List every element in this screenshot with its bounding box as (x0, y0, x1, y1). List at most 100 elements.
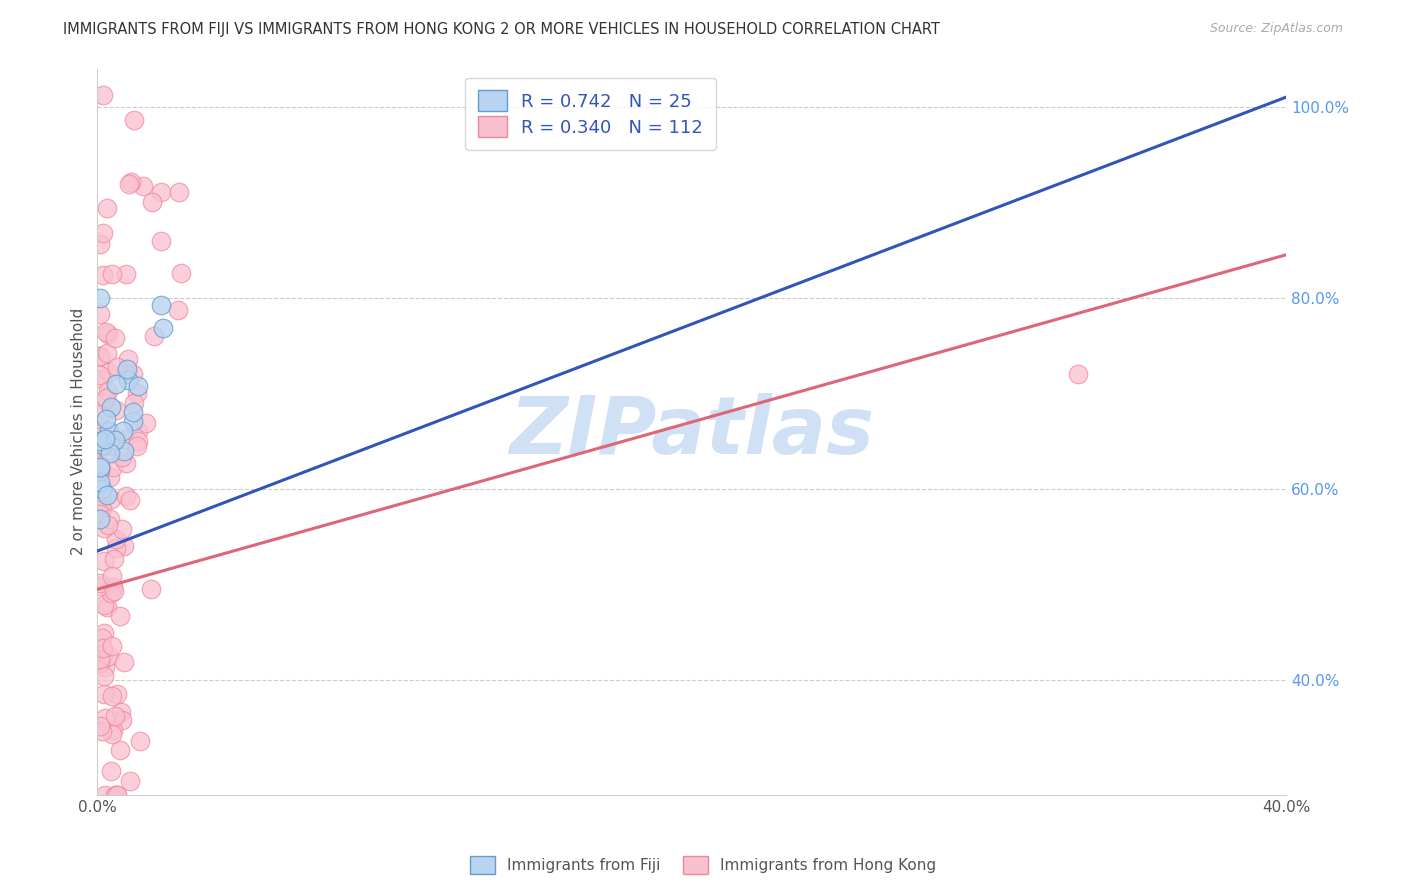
Point (110, 706, 132, 720)
Point (121, 367, 143, 381)
Point (125, 439, 148, 453)
Text: ZIPatlas: ZIPatlas (509, 392, 875, 471)
Point (94, 788, 117, 802)
Point (105, 687, 128, 701)
Point (139, 582, 162, 597)
Point (89, 434, 111, 448)
Point (93, 393, 115, 408)
Point (103, 434, 125, 448)
Point (105, 788, 128, 802)
Point (149, 298, 172, 312)
Point (97, 648, 120, 663)
Point (96, 412, 118, 426)
Point (104, 541, 127, 556)
Point (93, 438, 115, 452)
Point (101, 460, 124, 475)
Point (91, 371, 114, 385)
Point (93, 598, 115, 612)
Point (90, 439, 112, 453)
Point (121, 413, 143, 427)
Point (169, 266, 191, 280)
Point (152, 320, 174, 334)
Point (97, 518, 120, 533)
Point (94, 432, 117, 446)
Y-axis label: 2 or more Vehicles in Household: 2 or more Vehicles in Household (72, 308, 86, 555)
Point (94, 659, 117, 673)
Point (89, 654, 111, 668)
Point (132, 179, 155, 194)
Point (89, 460, 111, 475)
Point (111, 522, 134, 536)
Point (1067, 368, 1090, 382)
Point (101, 689, 124, 703)
Point (149, 186, 172, 200)
Point (89, 458, 111, 472)
Point (104, 377, 127, 392)
Point (118, 492, 141, 507)
Point (111, 714, 134, 728)
Point (91, 87, 114, 102)
Point (93, 554, 115, 568)
Point (94, 391, 117, 405)
Point (89, 349, 111, 363)
Point (105, 532, 128, 546)
Point (103, 584, 125, 599)
Point (112, 425, 135, 439)
Point (91, 429, 114, 443)
Point (89, 719, 111, 733)
Point (89, 349, 111, 363)
Point (89, 507, 111, 521)
Text: Source: ZipAtlas.com: Source: ZipAtlas.com (1209, 22, 1343, 36)
Point (90, 723, 112, 738)
Point (96, 345, 118, 359)
Point (93, 646, 115, 660)
Point (108, 608, 131, 623)
Point (90, 631, 112, 645)
Point (103, 551, 125, 566)
Point (104, 709, 127, 723)
Point (100, 585, 122, 599)
Point (115, 367, 138, 381)
Point (104, 331, 127, 345)
Point (93, 521, 115, 535)
Point (129, 733, 152, 747)
Point (89, 579, 111, 593)
Point (117, 373, 139, 387)
Point (98, 424, 121, 438)
Point (105, 360, 128, 375)
Point (89, 307, 111, 321)
Legend: R = 0.742   N = 25, R = 0.340   N = 112: R = 0.742 N = 25, R = 0.340 N = 112 (465, 78, 716, 150)
Point (96, 600, 118, 615)
Text: IMMIGRANTS FROM FIJI VS IMMIGRANTS FROM HONG KONG 2 OR MORE VEHICLES IN HOUSEHOL: IMMIGRANTS FROM FIJI VS IMMIGRANTS FROM … (63, 22, 941, 37)
Point (101, 727, 124, 741)
Point (127, 424, 149, 438)
Point (98, 512, 121, 526)
Point (118, 178, 141, 192)
Point (112, 540, 135, 554)
Point (103, 723, 125, 738)
Legend: Immigrants from Fiji, Immigrants from Hong Kong: Immigrants from Fiji, Immigrants from Ho… (464, 850, 942, 880)
Point (103, 580, 125, 594)
Point (101, 569, 124, 583)
Point (115, 489, 138, 503)
Point (93, 710, 115, 724)
Point (122, 395, 145, 409)
Point (135, 416, 157, 430)
Point (110, 743, 132, 757)
Point (125, 385, 148, 400)
Point (89, 657, 111, 671)
Point (100, 401, 122, 415)
Point (101, 267, 124, 281)
Point (96, 325, 118, 339)
Point (89, 460, 111, 475)
Point (141, 195, 163, 210)
Point (91, 493, 114, 508)
Point (89, 237, 111, 252)
Point (105, 403, 128, 417)
Point (124, 112, 146, 127)
Point (142, 329, 165, 343)
Point (111, 450, 134, 465)
Point (89, 576, 111, 591)
Point (89, 368, 111, 382)
Point (104, 788, 127, 802)
